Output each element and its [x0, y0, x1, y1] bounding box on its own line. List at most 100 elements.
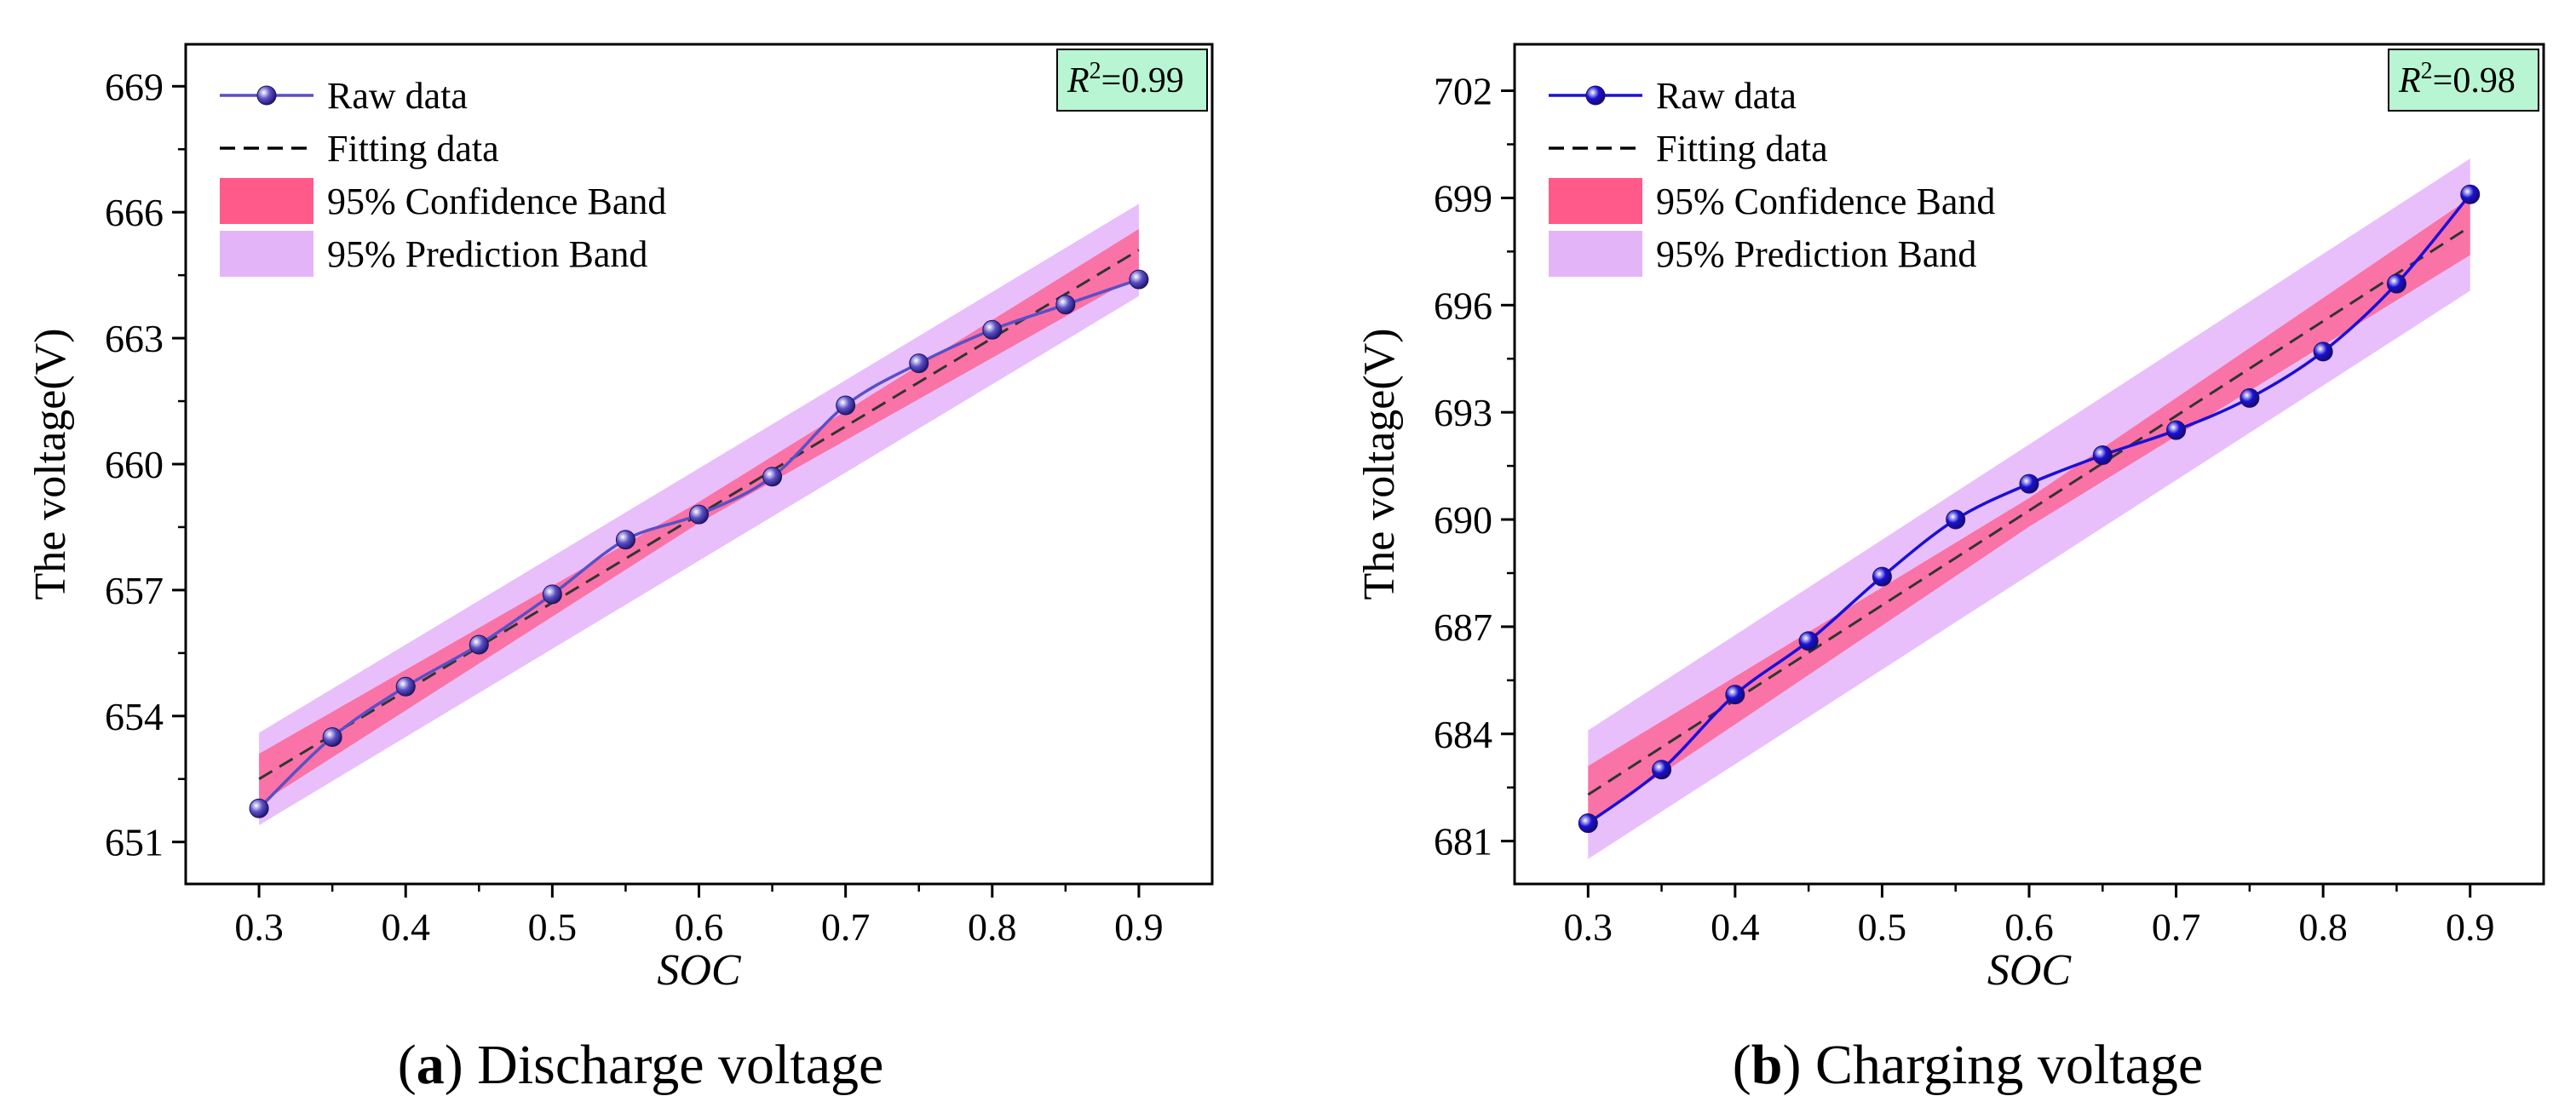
chart-b-r2-text: R2=0.98: [2398, 58, 2516, 100]
chart-b-y-tick-label: 699: [1434, 176, 1492, 220]
chart-a-x-tick-label: 0.5: [528, 905, 578, 949]
chart-a-x-tick-label: 0.7: [821, 905, 871, 949]
chart-a-r2-value: =0.99: [1101, 61, 1184, 100]
chart-b-raw-point-12: [2460, 184, 2481, 204]
chart-a-raw-point-12: [1129, 269, 1149, 290]
chart-b-caption-close-paren: ): [1783, 1034, 1815, 1096]
chart-b-caption-text: Charging voltage: [1815, 1034, 2203, 1096]
chart-a-legend-label: Fitting data: [327, 128, 499, 169]
chart-b-raw-point-9: [2240, 387, 2260, 408]
chart-b-legend-item-conf: 95% Confidence Band: [1549, 178, 1995, 224]
chart-a-caption: (a) Discharge voltage: [398, 1034, 884, 1096]
chart-a-legend-label: Raw data: [327, 75, 468, 117]
chart-a-raw-point-5: [615, 530, 635, 550]
chart-b-y-axis-title: The voltage(V): [1355, 328, 1404, 600]
chart-b-caption-label: b: [1751, 1034, 1783, 1096]
chart-b-raw-point-10: [2313, 341, 2333, 362]
chart-a-caption-close-paren: ): [445, 1034, 477, 1096]
chart-b-legend-label: 95% Prediction Band: [1656, 233, 1976, 275]
chart-b-raw-point-7: [2092, 445, 2113, 466]
chart-discharge-voltage: 0.3 0.4 0.5 0.6 0.7 0.8 0.9 651 654 657 660 663 666 6…: [26, 43, 1214, 1096]
chart-a-x-tick-label: 0.8: [968, 905, 1017, 949]
chart-b-legend-item-pred: 95% Prediction Band: [1549, 231, 1976, 277]
chart-a-legend-swatch-conf: [220, 178, 313, 224]
chart-a-legend-item-pred: 95% Prediction Band: [220, 231, 647, 277]
chart-b-raw-point-5: [1946, 509, 1966, 530]
chart-b-legend-label: 95% Confidence Band: [1656, 181, 1995, 222]
chart-b-x-tick-label: 0.5: [1858, 905, 1907, 949]
chart-b-y-tick-label: 681: [1434, 820, 1492, 864]
chart-a-y-tick-label: 657: [105, 569, 164, 612]
chart-b-x-tick-label: 0.7: [2152, 905, 2201, 949]
chart-a-legend-item-fit: Fitting data: [220, 128, 499, 169]
chart-a-x-tick-label: 0.4: [381, 905, 430, 949]
chart-b-x-axis-title: SOC: [1987, 946, 2073, 995]
chart-b-r2-value: =0.98: [2433, 61, 2516, 100]
chart-a-x-tick-label: 0.9: [1114, 905, 1164, 949]
chart-b-legend-swatch-pred: [1549, 231, 1642, 277]
chart-a-raw-point-1: [322, 726, 342, 747]
chart-a-raw-point-6: [689, 504, 709, 525]
chart-a-r2-text: R2=0.99: [1067, 58, 1184, 100]
chart-b-y-tick-label: 684: [1434, 713, 1492, 756]
chart-b-y-tick-label: 702: [1434, 70, 1492, 113]
chart-b-x-tick-label: 0.6: [2004, 905, 2054, 949]
chart-b-y-tick-label: 696: [1434, 284, 1492, 327]
chart-a-y-axis-title: The voltage(V): [26, 328, 75, 600]
chart-b-x-tick-label: 0.3: [1564, 905, 1613, 949]
chart-a-y-tick-label: 654: [105, 695, 164, 738]
chart-a-legend-item-conf: 95% Confidence Band: [220, 178, 666, 224]
chart-b-raw-point-11: [2386, 273, 2406, 294]
chart-a-legend-label: 95% Confidence Band: [327, 181, 666, 222]
chart-a-raw-point-4: [542, 584, 562, 605]
chart-b-legend-item-raw: Raw data: [1549, 75, 1797, 117]
chart-b-raw-point-8: [2166, 420, 2187, 440]
chart-a-legend-item-raw: Raw data: [220, 75, 468, 117]
chart-a-r2-box: [1056, 49, 1208, 112]
chart-a-x-axis-title: SOC: [657, 946, 742, 995]
chart-a-legend-label: 95% Prediction Band: [327, 233, 647, 275]
chart-b-raw-point-0: [1578, 813, 1598, 834]
chart-b-raw-point-6: [2019, 473, 2039, 494]
chart-b-legend-marker-raw: [1585, 85, 1606, 106]
chart-b-caption: (b) Charging voltage: [1733, 1034, 2203, 1096]
chart-a-x-tick-label: 0.6: [675, 905, 724, 949]
chart-a-caption-open-paren: (: [398, 1034, 417, 1096]
chart-b-legend-swatch-conf: [1549, 178, 1642, 224]
chart-b-raw-point-2: [1725, 685, 1745, 705]
chart-b-y-tick-label: 687: [1434, 605, 1492, 649]
chart-b-y-tick-label: 690: [1434, 498, 1492, 542]
chart-a-y-tick-label: 666: [105, 191, 164, 234]
chart-b-confidence-band: [1588, 198, 2470, 823]
chart-b-r2-symbol: R: [2398, 61, 2421, 100]
chart-a-y-tick-label: 651: [105, 821, 164, 864]
chart-a-caption-label: a: [417, 1034, 445, 1096]
chart-b-y-tick-label: 693: [1434, 391, 1492, 434]
chart-b-x-tick-label: 0.9: [2446, 905, 2495, 949]
chart-a-raw-point-7: [762, 467, 783, 487]
chart-b-legend-item-fit: Fitting data: [1549, 128, 1828, 169]
chart-a-y-tick-label: 663: [105, 317, 164, 360]
chart-a-raw-point-3: [469, 634, 489, 655]
chart-a-raw-point-10: [982, 319, 1003, 340]
chart-b-raw-point-1: [1652, 760, 1672, 780]
chart-b-r2-superscript: 2: [2421, 58, 2433, 84]
chart-b-raw-point-4: [1872, 566, 1892, 587]
chart-a-raw-point-2: [395, 676, 416, 697]
chart-a-x-tick-label: 0.3: [234, 905, 284, 949]
chart-a-y-tick-label: 660: [105, 443, 164, 486]
chart-a-legend-marker-raw: [256, 85, 277, 106]
chart-a-y-tick-label: 669: [105, 65, 164, 108]
chart-b-x-tick-label: 0.8: [2298, 905, 2348, 949]
chart-b-caption-open-paren: (: [1733, 1034, 1751, 1096]
chart-b-x-tick-label: 0.4: [1711, 905, 1760, 949]
chart-b-r2-box: [2388, 49, 2539, 112]
chart-charging-voltage: 0.3 0.4 0.5 0.6 0.7 0.8 0.9 681 684 687 690 693 696 6…: [1355, 43, 2545, 1096]
chart-a-legend-swatch-pred: [220, 231, 313, 277]
chart-a-raw-point-0: [249, 798, 269, 818]
chart-a-caption-text: Discharge voltage: [477, 1034, 883, 1096]
chart-b-legend-label: Raw data: [1656, 75, 1797, 117]
chart-a-raw-point-8: [836, 395, 856, 416]
chart-b-raw-point-3: [1798, 631, 1819, 651]
